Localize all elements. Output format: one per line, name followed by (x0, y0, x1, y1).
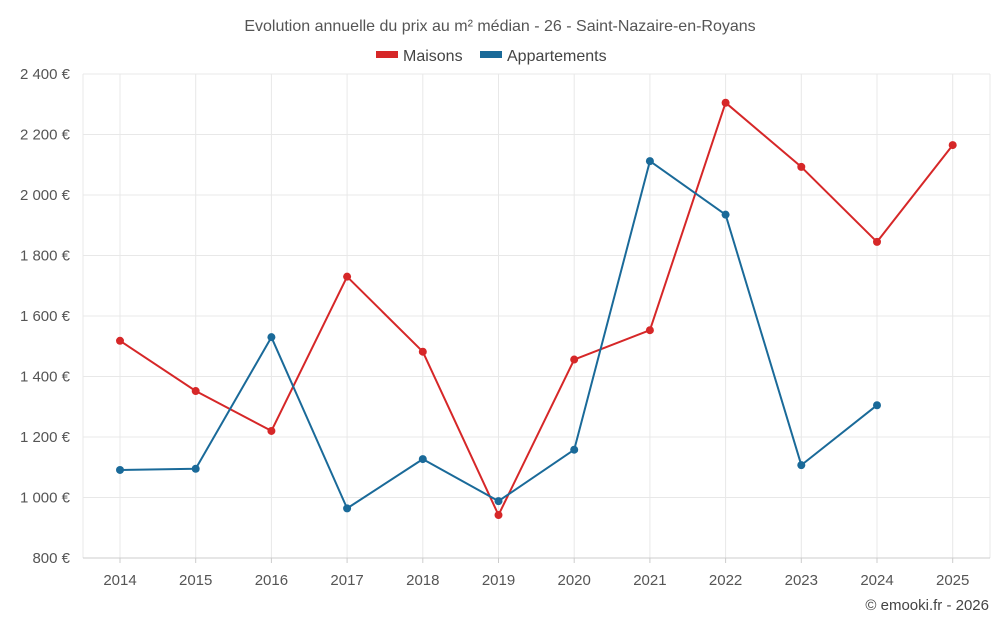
y-axis-ticks: 800 € 1 000 € 1 200 € 1 400 € 1 600 € 1 800 €… (20, 66, 71, 567)
y-tick-label: 1 200 € (20, 429, 71, 446)
data-point-appartements-2015[interactable] (191, 464, 200, 473)
x-axis-ticks: 2014 2015 2016 2017 2018 2019 2020 2021 2022 2023… (103, 572, 969, 589)
data-point-maisons-2022[interactable] (721, 98, 730, 107)
data-point-maisons-2025[interactable] (948, 141, 957, 150)
data-point-appartements-2016[interactable] (267, 333, 276, 342)
x-tick-label: 2014 (103, 572, 136, 589)
x-tick-label: 2019 (482, 572, 515, 589)
data-point-maisons-2024[interactable] (873, 237, 881, 246)
legend-swatch-maisons (376, 51, 398, 58)
data-point-maisons-2016[interactable] (267, 426, 276, 435)
data-point-appartements-2018[interactable] (418, 455, 427, 464)
y-tick-label: 2 400 € (20, 66, 71, 83)
data-point-maisons-2017[interactable] (343, 272, 352, 281)
data-point-maisons-2014[interactable] (116, 336, 124, 345)
data-point-appartements-2021[interactable] (645, 157, 654, 166)
y-tick-label: 2 000 € (20, 187, 71, 204)
data-point-appartements-2024[interactable] (873, 401, 881, 410)
data-point-maisons-2018[interactable] (418, 347, 427, 356)
y-tick-label: 2 200 € (20, 127, 71, 144)
data-point-maisons-2020[interactable] (570, 355, 579, 364)
legend-item-maisons[interactable]: Maisons (376, 48, 463, 65)
x-tick-label: 2023 (785, 572, 818, 589)
y-tick-label: 1 600 € (20, 308, 71, 325)
y-tick-label: 1 400 € (20, 369, 71, 386)
data-point-appartements-2014[interactable] (116, 465, 124, 474)
x-tick-label: 2015 (179, 572, 212, 589)
legend-item-appartements[interactable]: Appartements (480, 48, 607, 65)
legend: Maisons Appartements (376, 48, 607, 65)
x-tick-label: 2024 (860, 572, 893, 589)
x-tick-label: 2016 (255, 572, 288, 589)
y-tick-label: 800 € (32, 550, 70, 567)
x-tick-label: 2021 (633, 572, 666, 589)
x-tick-label: 2018 (406, 572, 439, 589)
y-tick-label: 1 800 € (20, 248, 71, 265)
x-tick-label: 2020 (558, 572, 591, 589)
series (116, 98, 957, 520)
x-tick-label: 2017 (330, 572, 363, 589)
credit-text: © emooki.fr - 2026 (865, 597, 989, 614)
data-point-appartements-2020[interactable] (570, 445, 579, 454)
legend-label-appartements: Appartements (507, 48, 607, 65)
data-point-maisons-2015[interactable] (191, 387, 200, 396)
x-tick-label: 2025 (936, 572, 969, 589)
data-point-appartements-2023[interactable] (797, 461, 806, 470)
legend-swatch-appartements (480, 51, 502, 58)
data-point-maisons-2021[interactable] (645, 326, 654, 335)
data-point-maisons-2023[interactable] (797, 162, 806, 171)
data-point-appartements-2019[interactable] (494, 497, 503, 506)
y-tick-label: 1 000 € (20, 490, 71, 507)
data-point-appartements-2022[interactable] (721, 210, 730, 219)
data-point-appartements-2017[interactable] (343, 504, 352, 513)
axes (83, 557, 990, 563)
x-tick-label: 2022 (709, 572, 742, 589)
data-point-maisons-2019[interactable] (494, 511, 503, 520)
series-line-maisons (119, 101, 954, 516)
chart-title: Evolution annuelle du prix au m² médian … (244, 18, 755, 35)
legend-label-maisons: Maisons (403, 48, 463, 65)
grid (82, 73, 991, 559)
